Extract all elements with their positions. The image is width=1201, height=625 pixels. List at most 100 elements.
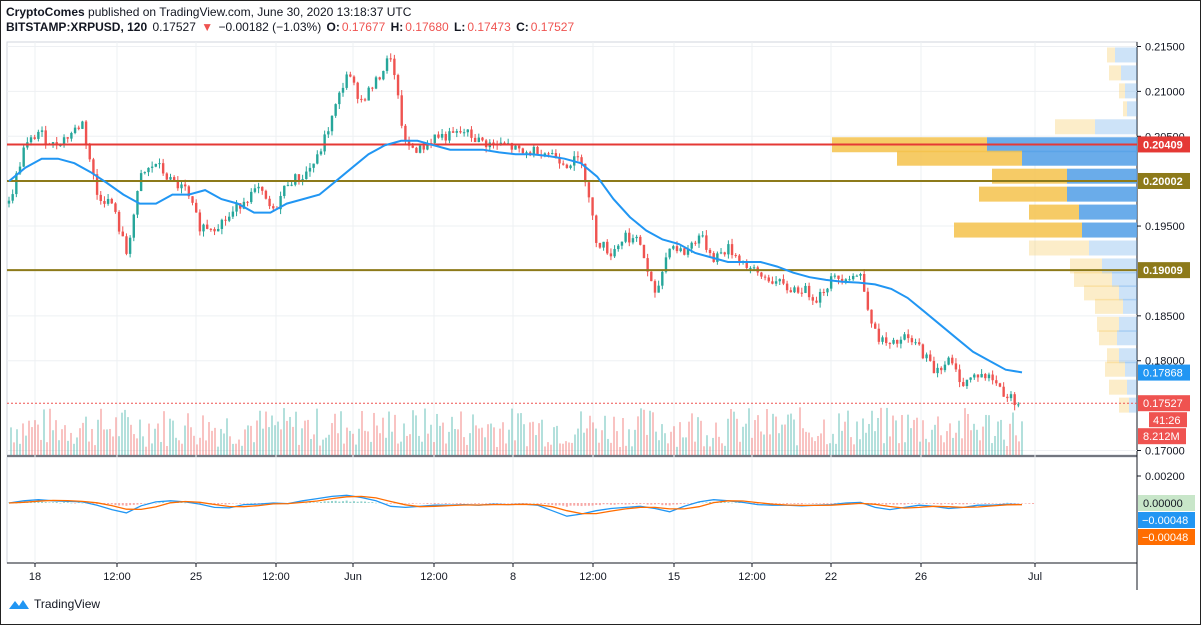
macd-histogram-bar [463,503,466,504]
volume-bar [781,424,783,455]
macd-histogram-bar [371,502,374,503]
candle-body [514,145,517,150]
candle-body [242,201,246,209]
macd-histogram-bar [452,503,455,504]
volume-bar [340,411,342,455]
candle-body [800,292,803,294]
macd-histogram-bar [980,503,983,504]
macd-histogram-bar [316,502,319,503]
x-tick-label: Jun [344,571,362,583]
volume-bar [928,442,930,455]
macd-histogram-bar [943,503,946,504]
volume-bar [526,446,528,455]
macd-histogram-bar [797,503,800,504]
volume-bar [571,442,573,455]
volume-bar [757,415,759,455]
price-pane[interactable] [6,41,1138,456]
candle-body [220,219,224,229]
macd-histogram-bar [426,503,429,505]
volume-bar [811,437,813,455]
volume-bar [937,416,939,455]
candle-body [235,203,238,212]
volume-bar [943,442,945,455]
candle-body [70,132,73,139]
volume-bar [115,417,117,455]
candle-body [73,127,77,133]
author-name[interactable]: CryptoComes [6,5,85,19]
macd-pane[interactable] [6,456,1138,564]
volume-bar [856,421,858,455]
candle-body [965,379,969,387]
candle-body [272,206,275,209]
candle-body [943,364,947,371]
candle-body [976,374,980,378]
candle-body [884,337,888,344]
macd-histogram-bar [753,503,756,504]
candle-body [18,166,22,174]
candle-body [631,238,635,243]
candle-body [106,198,110,204]
macd-histogram-bar [617,503,620,505]
volume-bar [235,443,237,455]
symbol-label[interactable]: BITSTAMP:XRPUSD, 120 [6,20,148,34]
macd-histogram-bar [540,503,543,504]
candle-body [690,242,693,249]
low-label: L: [454,20,466,34]
volume-profile-up-bar [1107,47,1115,63]
candle-body [92,159,95,175]
volume-bar [616,431,618,455]
macd-histogram-bar [488,503,491,504]
macd-histogram-bar [690,503,693,504]
macd-histogram-bar [419,503,422,504]
volume-bar [322,439,324,455]
candle-body [551,153,554,155]
volume-bar [724,445,726,455]
candle-body [228,216,231,221]
macd-histogram-bar [367,502,370,503]
volume-bar [733,411,735,455]
candle-body [132,214,135,238]
macd-histogram-bar [312,502,315,503]
volume-profile-up-bar [1119,397,1129,413]
price-label-box [1138,364,1190,381]
volume-bar [94,445,96,455]
volume-bar [472,414,474,455]
volume-bar [205,440,207,455]
footer-logo[interactable]: TradingView [8,597,100,611]
macd-histogram-bar [66,502,69,503]
volume-profile-down-bar [1067,186,1137,202]
candle-body [694,242,697,244]
macd-histogram-bar [778,503,781,504]
volume-bar [595,428,597,455]
volume-bar [646,434,648,455]
candle-body [418,145,422,153]
macd-histogram-bar [477,503,480,504]
candle-body [822,291,826,293]
candle-body [811,297,814,301]
volume-bar [709,446,711,455]
candle-body [422,145,425,150]
candle-body [411,145,414,148]
volume-bar [919,441,921,455]
volume-bar [760,431,762,455]
candle-body [374,77,378,89]
candle-body [804,285,807,293]
macd-histogram-bar [441,503,444,504]
macd-histogram-bar [899,503,902,505]
candle-body [345,74,348,88]
price-label-box [1138,172,1190,189]
macd-histogram-bar [819,503,822,504]
volume-profile-up-bar [1055,119,1095,135]
volume-bar [844,421,846,455]
volume-bar [979,440,981,455]
candle-body [807,285,811,298]
volume-bar [412,410,414,455]
candle-body [154,163,158,167]
volume-bar [640,408,642,455]
volume-bar [565,441,567,455]
y-tick-label: 0.21000 [1145,86,1185,98]
volume-bar [961,438,963,455]
volume-bar [697,417,699,455]
volume-bar [931,429,933,455]
